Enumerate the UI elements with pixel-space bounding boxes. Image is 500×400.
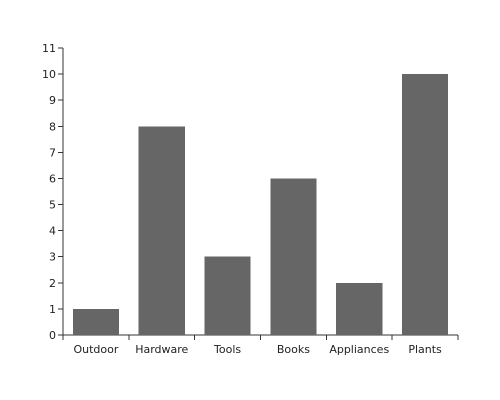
x-tick-label: Hardware bbox=[135, 343, 188, 356]
bar-hardware bbox=[138, 126, 185, 335]
y-tick-label: 8 bbox=[49, 120, 56, 133]
y-tick-label: 7 bbox=[49, 146, 56, 159]
y-tick-label: 4 bbox=[49, 225, 56, 238]
y-axis: 0 1 2 3 4 5 6 7 8 9 10 11 bbox=[42, 42, 64, 342]
x-tick-label: Plants bbox=[408, 343, 442, 356]
bar-appliances bbox=[336, 282, 383, 335]
x-tick-label: Appliances bbox=[329, 343, 389, 356]
y-tick-label: 10 bbox=[42, 68, 56, 81]
y-tick-label: 11 bbox=[42, 42, 56, 55]
bar-tools bbox=[204, 256, 251, 335]
bar-books bbox=[270, 178, 317, 335]
y-tick-label: 2 bbox=[49, 277, 56, 290]
y-tick-label: 3 bbox=[49, 251, 56, 264]
y-tick-label: 9 bbox=[49, 94, 56, 107]
x-tick-label: Books bbox=[277, 343, 310, 356]
bar-plants bbox=[402, 74, 449, 335]
y-tick-label: 6 bbox=[49, 172, 56, 185]
x-tick-label: Outdoor bbox=[73, 343, 118, 356]
bar-outdoor bbox=[72, 308, 119, 335]
y-tick-label: 0 bbox=[49, 329, 56, 342]
x-axis: Outdoor Hardware Tools Books Appliances Plant… bbox=[62, 334, 459, 356]
bars-group bbox=[72, 74, 449, 335]
x-tick-label: Tools bbox=[213, 343, 241, 356]
y-tick-label: 1 bbox=[49, 303, 56, 316]
y-tick-label: 5 bbox=[49, 199, 56, 212]
